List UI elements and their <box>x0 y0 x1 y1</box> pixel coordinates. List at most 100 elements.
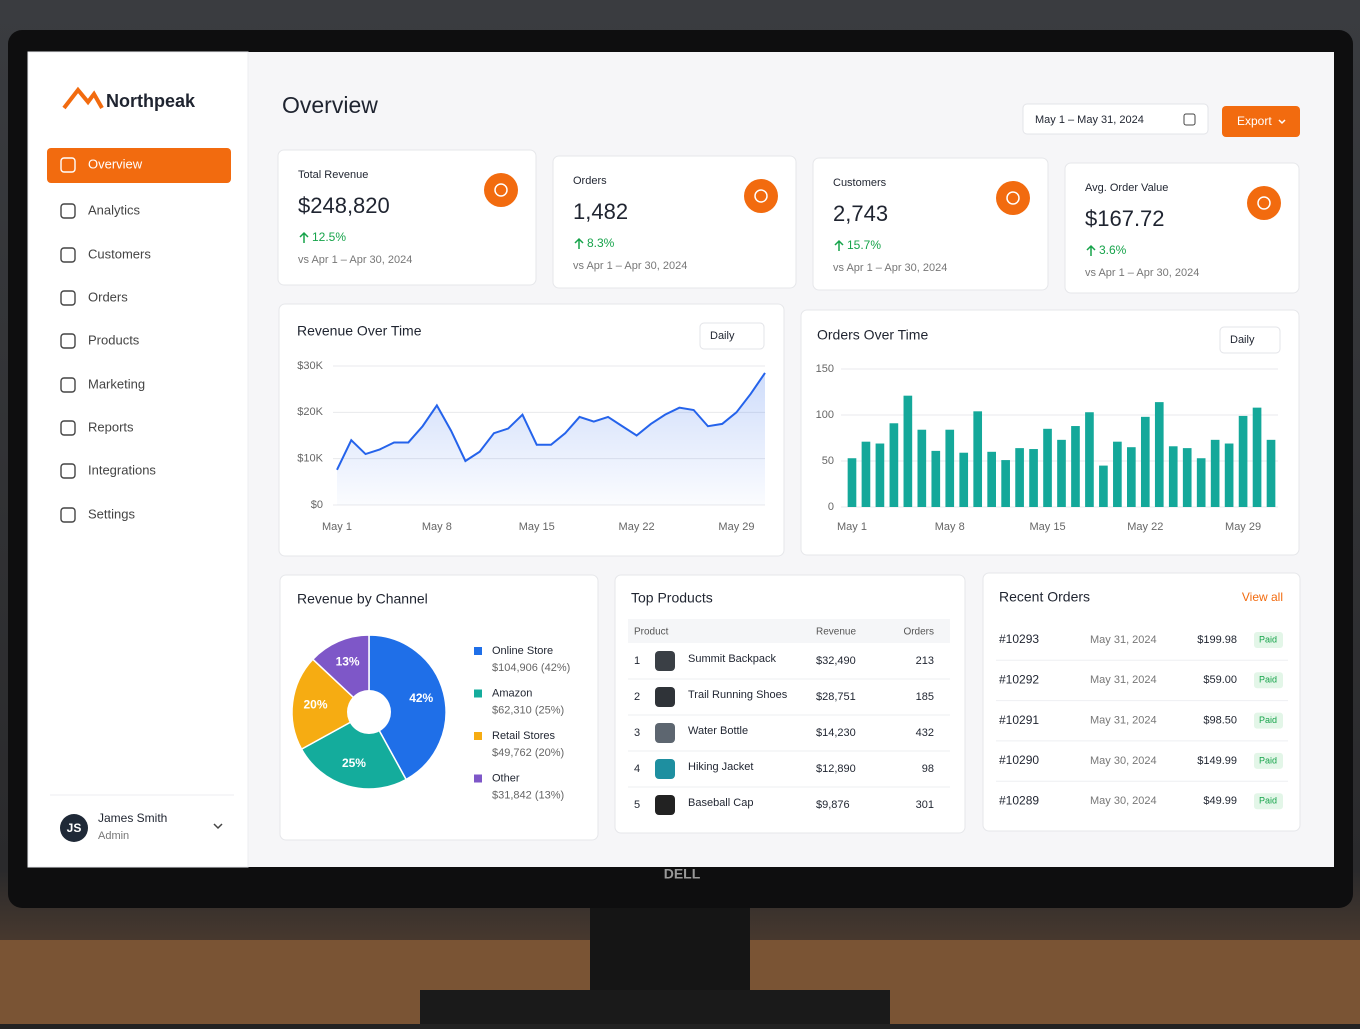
nav-item[interactable]: Orders <box>88 289 128 304</box>
nav-item[interactable]: Overview <box>88 156 143 171</box>
order-id[interactable]: #10292 <box>999 672 1039 686</box>
kpi-icon-glyph <box>494 183 508 197</box>
bar <box>889 423 899 507</box>
status-badge <box>1254 712 1283 729</box>
slice-label: 20% <box>304 697 328 711</box>
brand: Northpeak <box>106 91 196 111</box>
product-name: Water Bottle <box>688 725 748 737</box>
nav-item[interactable]: Settings <box>88 506 135 521</box>
order-id[interactable]: #10293 <box>999 632 1039 646</box>
slice-label: 42% <box>409 691 433 705</box>
bar <box>1099 465 1108 507</box>
y-tick-label: 100 <box>816 409 834 421</box>
status-label: Paid <box>1259 755 1277 765</box>
product-orders: 432 <box>916 727 934 739</box>
kpi-icon <box>1247 186 1281 220</box>
nav-item[interactable]: Analytics <box>88 202 141 217</box>
order-id[interactable]: #10290 <box>999 753 1039 767</box>
bar <box>1029 449 1038 507</box>
kpi-comparison: vs Apr 1 – Apr 30, 2024 <box>1085 267 1199 279</box>
logo <box>62 86 104 110</box>
bar <box>945 429 955 507</box>
date-picker[interactable] <box>1022 103 1209 135</box>
date-range[interactable]: May 1 – May 31, 2024 <box>1035 114 1144 126</box>
x-tick-label: May 1 <box>837 521 867 533</box>
kpi-value: $248,820 <box>298 193 390 218</box>
product-revenue: $14,230 <box>816 727 856 739</box>
rank: 5 <box>634 799 640 811</box>
kpi-value: $167.72 <box>1085 206 1165 231</box>
column-header: Revenue <box>816 627 856 638</box>
y-tick-label: $30K <box>297 360 323 372</box>
calendar-icon <box>1183 113 1196 126</box>
pie-slice <box>300 710 408 790</box>
legend-label: Other <box>492 772 520 784</box>
x-tick-label: May 8 <box>422 521 452 533</box>
order-date: May 30, 2024 <box>1090 755 1157 767</box>
x-tick-label: May 15 <box>1029 521 1065 533</box>
bar <box>1266 439 1276 507</box>
bar <box>917 429 927 507</box>
legend-detail: $49,762 (20%) <box>492 747 564 759</box>
table-header <box>628 619 950 643</box>
x-tick-label: May 29 <box>1225 521 1261 533</box>
kpi-change: 12.5% <box>312 230 346 244</box>
export-button[interactable] <box>1222 106 1300 137</box>
x-tick-label: May 15 <box>519 521 555 533</box>
nav-icon <box>60 420 76 436</box>
product-orders: 301 <box>916 799 934 811</box>
legend-detail: $62,310 (25%) <box>492 704 564 716</box>
view-all-link[interactable]: View all <box>1242 590 1283 604</box>
kpi-card <box>812 157 1049 291</box>
kpi-comparison: vs Apr 1 – Apr 30, 2024 <box>298 254 412 266</box>
nav-item[interactable]: Reports <box>88 419 134 434</box>
nav-item[interactable]: Integrations <box>88 462 156 477</box>
kpi-value: 1,482 <box>573 199 628 224</box>
y-tick-label: 150 <box>816 363 834 375</box>
kpi-icon-glyph <box>1257 196 1271 210</box>
order-id[interactable]: #10291 <box>999 713 1039 727</box>
period-label[interactable]: Daily <box>1230 334 1255 346</box>
legend-swatch <box>474 774 482 783</box>
product-orders: 98 <box>922 763 934 775</box>
period-select[interactable] <box>699 322 765 350</box>
column-header: Orders <box>903 627 934 638</box>
product-thumb <box>655 723 675 743</box>
order-date: May 30, 2024 <box>1090 795 1157 807</box>
bar <box>959 452 969 507</box>
user-name[interactable]: James Smith <box>98 811 167 825</box>
period-label[interactable]: Daily <box>710 330 735 342</box>
chart-title: Revenue by Channel <box>297 591 428 607</box>
bar <box>1071 426 1080 507</box>
user-menu-caret[interactable] <box>213 823 223 830</box>
order-amount: $199.98 <box>1197 634 1237 646</box>
export-label[interactable]: Export <box>1237 114 1272 128</box>
bar <box>931 450 941 507</box>
rank: 1 <box>634 655 640 667</box>
kpi-icon <box>744 179 778 213</box>
pie-slice <box>291 658 371 751</box>
order-date: May 31, 2024 <box>1090 715 1157 727</box>
kpi-change: 3.6% <box>1099 243 1127 257</box>
order-date: May 31, 2024 <box>1090 674 1157 686</box>
nav-item[interactable]: Products <box>88 332 140 347</box>
nav-icon <box>60 463 76 479</box>
bar <box>1168 446 1178 507</box>
nav-icon <box>60 377 76 393</box>
rank: 4 <box>634 763 640 775</box>
kpi-label: Total Revenue <box>298 169 368 181</box>
nav-item[interactable]: Customers <box>88 246 151 261</box>
product-orders: 185 <box>916 691 934 703</box>
order-id[interactable]: #10289 <box>999 793 1039 807</box>
product-orders: 213 <box>916 655 934 667</box>
legend-label: Amazon <box>492 687 532 699</box>
bar <box>1085 412 1094 507</box>
product-thumb <box>655 795 675 815</box>
slice-label: 13% <box>336 655 360 669</box>
nav-item[interactable]: Marketing <box>88 376 145 391</box>
kpi-comparison: vs Apr 1 – Apr 30, 2024 <box>573 260 687 272</box>
period-select[interactable] <box>1219 326 1281 354</box>
kpi-value: 2,743 <box>833 201 888 226</box>
product-thumb <box>655 687 675 707</box>
kpi-card <box>552 155 797 289</box>
